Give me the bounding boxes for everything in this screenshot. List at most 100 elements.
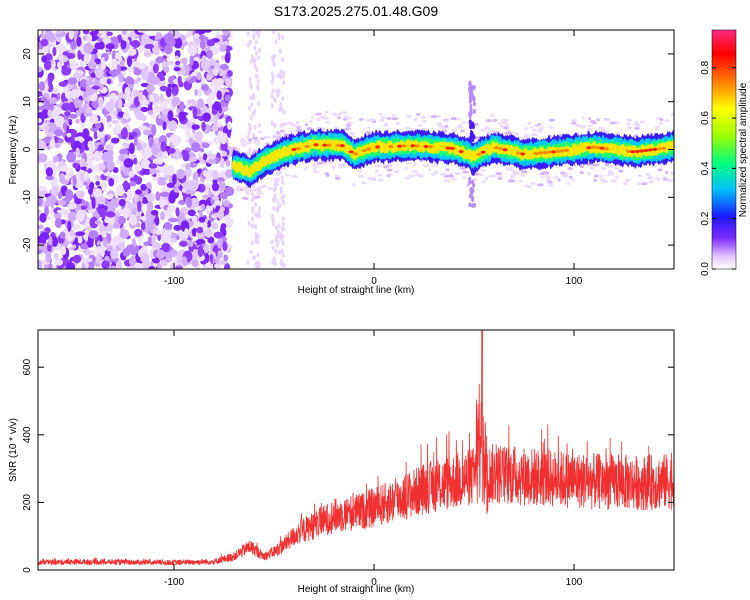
heatmap-cell [540,175,545,179]
heatmap-cell [414,117,418,121]
heatmap-cell [570,177,575,181]
heatmap-cell [163,65,170,73]
heatmap-cell [68,30,75,40]
heatmap-cell [543,171,550,175]
heatmap-cell [52,155,59,163]
heatmap-cell [132,90,141,97]
heatmap-cell [339,144,345,148]
heatmap-cell [181,256,188,267]
heatmap-cell [254,195,261,199]
heatmap-cell [195,239,206,245]
heatmap-cell [251,255,255,261]
heatmap-cell [257,192,264,196]
heatmap-cell [625,149,631,153]
heatmap-cell [93,188,103,198]
heatmap-cell [589,166,594,170]
heatmap-cell [279,129,285,133]
heatmap-cell [639,149,645,153]
heatmap-cell [186,120,192,129]
heatmap-cell [587,128,593,132]
heatmap-cell [282,222,286,228]
heatmap-cell [472,84,476,90]
heatmap-cell [76,190,85,199]
heatmap-cell [472,202,476,208]
heatmap-cell [186,99,197,105]
heatmap-cell [96,196,106,205]
heatmap-cell [382,163,386,167]
heatmap-cell [122,165,130,176]
heatmap-cell [592,163,600,167]
heatmap-cell [188,179,199,192]
heatmap-cell [159,85,168,92]
heatmap-cell [257,55,261,61]
heatmap-cell [160,141,167,152]
heatmap-cell [164,229,173,237]
heatmap-cell [546,150,552,154]
heatmap-cell [200,203,205,210]
heatmap-cell [253,63,257,69]
heatmap-cell [89,181,95,190]
heatmap-cell [141,69,149,81]
heatmap-cell [502,148,508,152]
heatmap-cell [278,48,282,54]
heatmap-cell [404,176,411,180]
heatmap-cell [282,199,286,205]
heatmap-cell [469,107,473,113]
heatmap-cell [133,157,138,165]
heatmap-cell [211,222,219,230]
heatmap-cell [38,81,46,92]
heatmap-cell [76,36,82,47]
heatmap-cell [203,243,209,254]
heatmap-cell [476,152,482,156]
heatmap-cell [387,163,393,167]
heatmap-cell [462,120,467,124]
heatmap-cell [420,128,427,132]
heatmap-cell [110,265,118,269]
heatmap-cell [87,140,93,150]
heatmap-cell [498,147,504,151]
heatmap-cell [47,109,52,118]
snr-series-line [38,330,674,567]
heatmap-cell [62,51,70,56]
heatmap-cell [260,137,265,141]
heatmap-cell [44,205,49,217]
heatmap-cell [654,177,661,181]
heatmap-cell [199,39,206,50]
heatmap-cell [144,214,154,225]
heatmap-cell [566,182,571,186]
heatmap-cell [106,160,115,171]
heatmap-cell [224,78,232,87]
heatmap-cell [83,171,89,180]
heatmap-cell [75,210,85,222]
heatmap-cell [271,245,275,251]
heatmap-cell [99,77,107,85]
heatmap-cell [445,168,450,172]
heatmap-cell [111,119,120,125]
heatmap-cell [69,61,78,71]
heatmap-cell [248,147,253,151]
heatmap-cell [144,38,154,45]
snr-y-tick-label: 0 [22,567,33,573]
heatmap-cell [358,117,364,121]
heatmap-cell [406,161,413,165]
heatmap-cell [81,262,86,269]
heatmap-cell [404,166,408,170]
heatmap-cell [615,121,620,125]
heatmap-cell [386,168,393,172]
chart-title: S173.2025.275.01.48.G09 [274,3,438,19]
heatmap-cell [94,220,102,225]
heatmap-cell [128,255,137,267]
heatmap-cell [537,183,544,187]
heatmap-cell [281,180,285,186]
heatmap-cell [51,236,59,247]
heatmap-cell [273,178,279,182]
heatmap-cell [559,133,563,137]
heatmap-cell [204,253,210,263]
heatmap-cell [45,175,54,181]
heatmap-cell [256,252,260,258]
heatmap-cell [598,174,604,178]
heatmap-cell [665,171,669,175]
heatmap-cell [542,151,548,155]
heatmap-cell [257,130,262,134]
spectrogram-x-tick-label: 100 [566,276,583,287]
